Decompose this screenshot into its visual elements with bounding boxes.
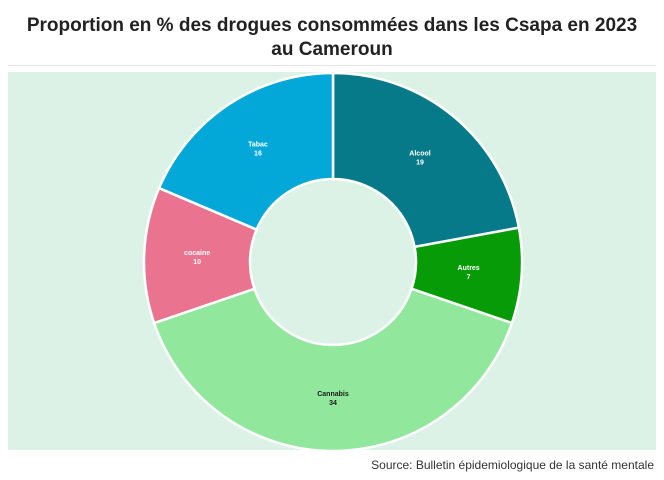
slice-label-cannabis: Cannabis bbox=[317, 391, 349, 398]
plot-area: Alcool 19 Autres 7 Cannabis 34 cocaine 10 Tabac 1… bbox=[8, 72, 656, 450]
slice-alcool[interactable] bbox=[331, 72, 521, 249]
slice-value-cocaine: 10 bbox=[193, 259, 201, 266]
slice-cocaine[interactable] bbox=[142, 186, 259, 325]
slice-cannabis[interactable] bbox=[152, 287, 514, 450]
slice-value-autres: 7 bbox=[467, 274, 471, 281]
title-divider bbox=[8, 65, 656, 66]
slice-label-cocaine: cocaine bbox=[184, 250, 210, 257]
slice-value-cannabis: 34 bbox=[329, 400, 337, 407]
source-note: Source: Bulletin épidemiologique de la s… bbox=[371, 458, 654, 472]
slice-value-tabac: 16 bbox=[254, 151, 262, 158]
chart-title: Proportion en % des drogues consommées d… bbox=[26, 15, 638, 60]
slice-tabac[interactable] bbox=[157, 72, 335, 232]
slice-label-alcool: Alcool bbox=[409, 150, 430, 157]
slice-label-autres: Autres bbox=[458, 265, 480, 272]
slice-label-tabac: Tabac bbox=[248, 142, 268, 149]
slice-value-alcool: 19 bbox=[416, 159, 424, 166]
donut-chart: Alcool 19 Autres 7 Cannabis 34 cocaine 10 Tabac 1… bbox=[142, 72, 524, 450]
